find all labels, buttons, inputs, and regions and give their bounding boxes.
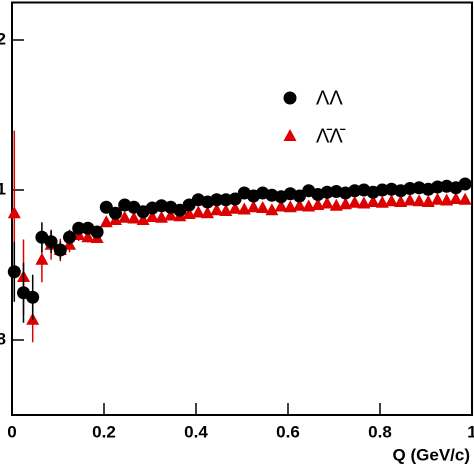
plot-frame xyxy=(11,1,473,416)
data-point xyxy=(191,205,205,218)
data-point xyxy=(247,200,260,213)
data-point xyxy=(385,194,398,207)
data-point xyxy=(7,265,21,279)
y-tick-label: 0.8 xyxy=(0,329,6,348)
data-point xyxy=(72,221,86,235)
data-point xyxy=(293,198,306,211)
data-point xyxy=(329,198,343,211)
data-point xyxy=(155,210,168,223)
data-point xyxy=(458,177,472,191)
y-tick-label: 1 xyxy=(0,179,6,198)
data-point xyxy=(348,195,362,208)
x-tick-label: 0 xyxy=(7,422,16,441)
data-point xyxy=(127,211,141,224)
data-point xyxy=(449,192,463,204)
data-point xyxy=(99,200,113,214)
data-point xyxy=(256,201,270,213)
data-point xyxy=(35,252,49,265)
data-point xyxy=(357,196,371,209)
x-tick-label: 0.4 xyxy=(184,422,208,441)
data-point xyxy=(182,207,196,219)
data-point xyxy=(366,195,380,207)
data-point xyxy=(375,195,389,208)
legend-label: Λ̄Λ̄ xyxy=(316,125,346,147)
data-point xyxy=(302,199,316,212)
data-point xyxy=(81,230,95,243)
data-point xyxy=(421,195,435,207)
data-point xyxy=(228,201,242,214)
data-point xyxy=(431,192,444,205)
y-tick-label: 1.2 xyxy=(0,29,6,48)
data-point xyxy=(164,208,178,221)
data-point xyxy=(228,192,242,206)
x-tick-label: 0.2 xyxy=(92,422,116,441)
data-point xyxy=(7,206,21,219)
data-point xyxy=(63,230,76,244)
data-point xyxy=(210,203,224,216)
legend-marker xyxy=(283,91,297,105)
data-point xyxy=(403,193,417,206)
x-tick-label: 0.6 xyxy=(276,422,300,441)
data-point xyxy=(90,225,104,239)
data-point xyxy=(412,194,426,207)
data-point xyxy=(283,200,297,213)
data-point xyxy=(210,193,224,207)
x-axis-label: Q (GeV/c) xyxy=(393,445,470,464)
data-point xyxy=(26,290,40,304)
data-point xyxy=(320,196,334,209)
legend-marker xyxy=(283,129,297,141)
data-point xyxy=(265,203,279,216)
data-point xyxy=(339,197,352,210)
data-point xyxy=(118,210,132,223)
x-tick-label: 1 xyxy=(467,422,474,441)
data-point xyxy=(458,192,472,205)
data-point xyxy=(394,195,408,207)
data-point xyxy=(109,206,122,220)
x-tick-label: 0.8 xyxy=(368,422,392,441)
data-point xyxy=(145,210,159,222)
legend-label: ΛΛ xyxy=(316,87,343,109)
data-point xyxy=(237,202,251,215)
data-point xyxy=(53,243,67,257)
data-point xyxy=(311,198,325,210)
data-point xyxy=(440,193,454,206)
data-point xyxy=(274,199,288,212)
data-point xyxy=(44,235,58,249)
